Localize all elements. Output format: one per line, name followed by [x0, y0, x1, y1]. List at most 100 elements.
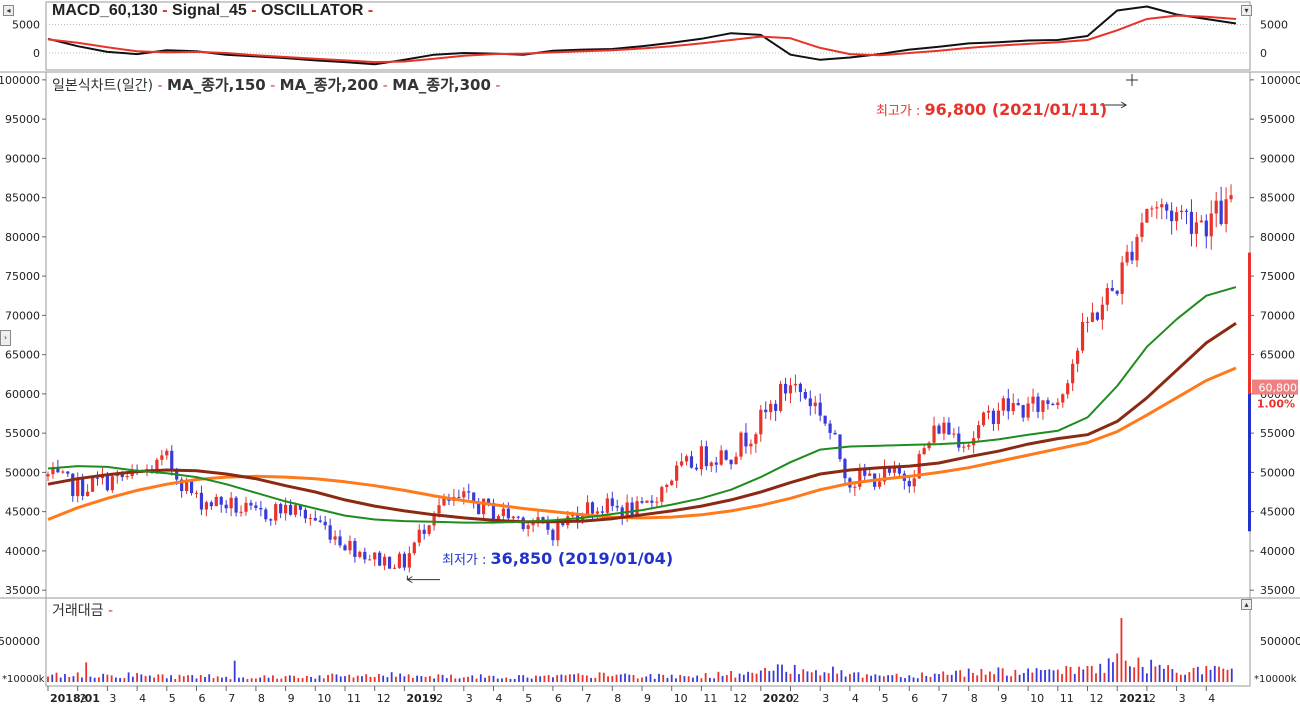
legend-dash: - [378, 78, 393, 94]
candle-body [1071, 363, 1075, 384]
candle-body [744, 432, 748, 447]
candle-body [803, 392, 807, 399]
volume-bar [178, 674, 181, 682]
ma150-line[interactable] [47, 286, 1237, 524]
candle-body [506, 508, 510, 519]
volume-bar [114, 677, 117, 682]
candle-body [734, 456, 738, 465]
volume-bar [433, 678, 435, 682]
candle-body [308, 518, 312, 520]
y-tick-label-left: 75000 [5, 270, 40, 283]
x-tick-label: 6 [555, 692, 562, 705]
volume-bar [602, 672, 605, 682]
volume-bar [1167, 665, 1170, 682]
candle-body [1016, 403, 1020, 406]
volume-bar [594, 677, 597, 682]
candle-body [66, 471, 70, 474]
volume-bar [225, 676, 228, 682]
price-panel[interactable]: 100000 100000 95000 95000 90000 90000 85000 850… [0, 74, 1300, 597]
volume-panel-button[interactable]: ▴ [1241, 599, 1252, 610]
volume-panel[interactable]: 500000 500000 *10000k *10000k [0, 618, 1300, 685]
candle-body [437, 505, 441, 514]
volume-bar [675, 678, 677, 682]
volume-bar [305, 675, 308, 682]
candle-body [249, 502, 253, 506]
signal-line[interactable] [47, 14, 1237, 64]
candle-body [284, 504, 288, 514]
candle-body [1036, 396, 1040, 412]
volume-bar [518, 675, 520, 682]
x-tick-label: 4 [496, 692, 503, 705]
candle-body [81, 479, 85, 497]
y-tick-label-left: 50000 [5, 466, 40, 479]
volume-bar [1082, 669, 1085, 682]
volume-bar [271, 675, 274, 682]
candle-body [680, 461, 684, 466]
candle-body [546, 522, 550, 530]
volume-bar [238, 677, 240, 682]
candle-body [749, 443, 753, 447]
low-annotation: 최저가 : 36,850 (2019/01/04) [442, 549, 673, 568]
volume-bar [912, 677, 915, 682]
y-tick-label-left: 40000 [5, 545, 40, 558]
ma200-line[interactable] [47, 321, 1237, 524]
volume-bar [933, 673, 936, 682]
volume-bar [1133, 667, 1136, 682]
volume-bar [751, 672, 754, 682]
macd-panel[interactable]: 5000 5000 0 0 [12, 5, 1288, 66]
legend-dash: - [103, 603, 114, 619]
side-toggle-button[interactable]: › [0, 330, 11, 346]
volume-legend-title: 거래대금 [52, 603, 104, 619]
candle-body [328, 525, 332, 540]
candle-body [209, 502, 213, 507]
candle-body [521, 517, 525, 529]
volume-bar [85, 662, 88, 682]
volume-bar [55, 672, 58, 682]
candle-body [882, 467, 887, 482]
volume-bar [547, 675, 550, 682]
volume-bar [670, 674, 673, 682]
candle-body [496, 516, 501, 520]
volume-unit-label-right: *10000k [1254, 674, 1297, 685]
x-tick-label: 9 [644, 692, 651, 705]
volume-bar [840, 670, 843, 682]
volume-bar [1179, 674, 1182, 682]
candle-body [348, 540, 352, 551]
candle-body [892, 467, 897, 473]
candle-body [853, 486, 857, 488]
volume-bar [1107, 658, 1110, 682]
macd-line[interactable] [47, 5, 1237, 66]
candle-body [991, 410, 996, 425]
volume-bar [849, 674, 851, 682]
panel-expand-button[interactable]: ▾ [1241, 5, 1252, 16]
volume-bar [942, 671, 945, 682]
volume-bar [607, 676, 609, 682]
volume-bar [950, 674, 953, 682]
volume-bar [993, 674, 996, 682]
volume-unit-label-left: *10000k [2, 674, 45, 685]
candle-body [536, 517, 540, 523]
volume-bar [208, 674, 211, 682]
volume-bar [68, 677, 71, 682]
volume-bar [1035, 668, 1038, 682]
volume-bar [539, 676, 542, 682]
volume-bar [679, 675, 682, 682]
volume-bar [624, 673, 626, 682]
volume-bar [378, 674, 380, 682]
x-tick-label: 12 [733, 692, 747, 705]
candle-body [199, 492, 204, 510]
candle-body [798, 383, 802, 393]
volume-bar [195, 678, 198, 682]
candle-body [526, 525, 530, 529]
volume-bar [229, 679, 232, 682]
volume-bar [687, 676, 690, 682]
volume-bar [437, 674, 440, 682]
candle-body [269, 519, 273, 521]
volume-bar [734, 677, 737, 682]
candle-body [684, 456, 689, 462]
panel-collapse-button[interactable]: ◂ [3, 5, 14, 16]
candle-body [189, 481, 194, 494]
candle-body [942, 422, 946, 434]
x-tick-label: 2021 [1119, 692, 1150, 705]
